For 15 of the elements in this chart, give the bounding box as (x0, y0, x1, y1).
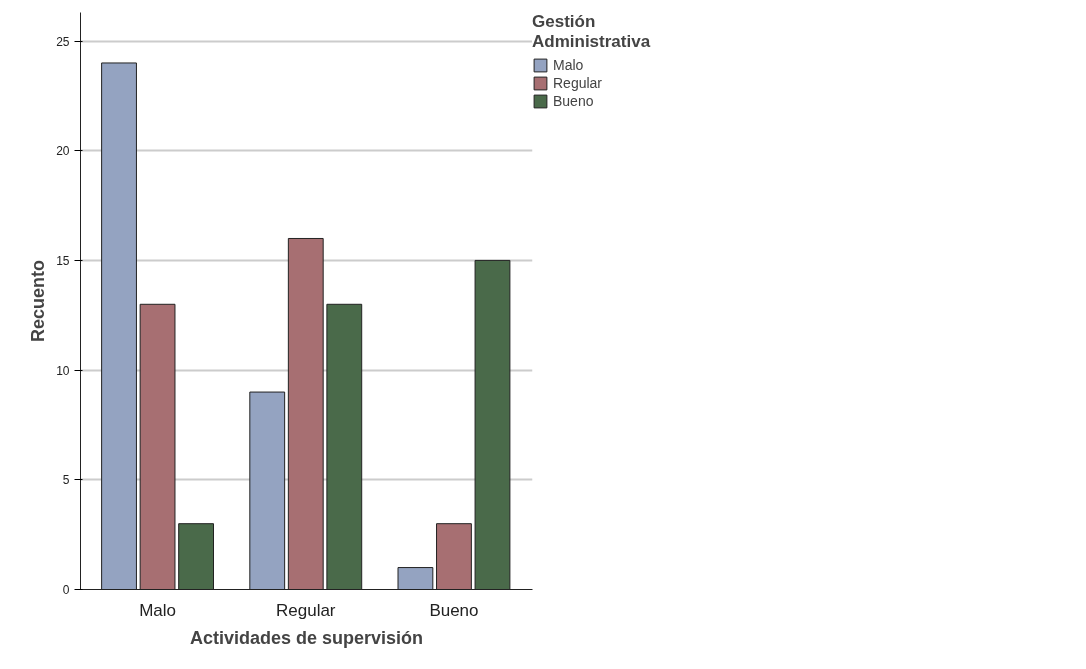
y-tick-label: 5 (62, 473, 70, 488)
legend-label: Regular (553, 75, 603, 91)
y-tick-label: 25 (56, 34, 70, 49)
y-tick-label: 0 (62, 583, 70, 597)
y-tick-label: 15 (56, 253, 70, 268)
x-tick-label: Malo (139, 600, 176, 620)
legend-label: Malo (553, 57, 584, 73)
legend-title: Gestión Administrativa (532, 12, 651, 52)
y-tick-label: 10 (56, 363, 70, 378)
x-tick-label: Regular (275, 600, 336, 620)
y-axis-title: Recuento (28, 259, 49, 343)
y-tick-label: 20 (56, 144, 70, 159)
x-axis-title: Actividades de supervisión (189, 627, 424, 648)
x-tick-label: Bueno (429, 600, 479, 620)
legend-label: Bueno (553, 93, 594, 109)
